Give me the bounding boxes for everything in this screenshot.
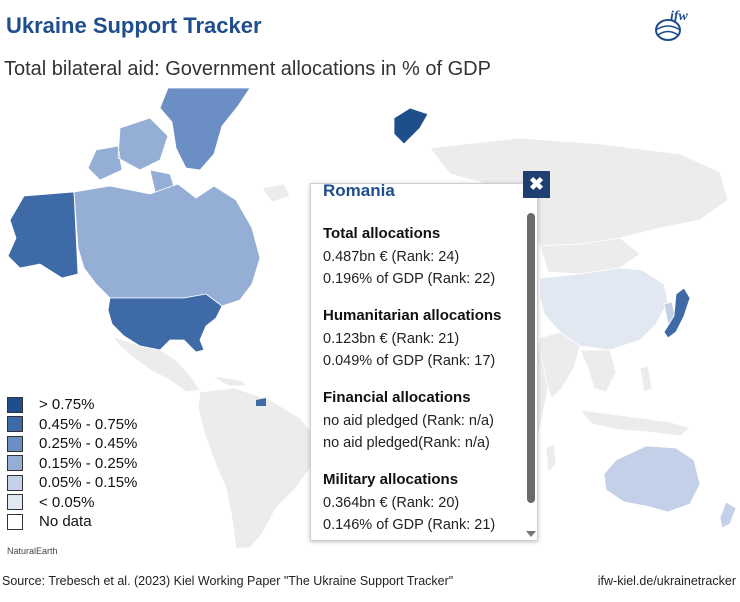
legend-item: 0.05% - 0.15% [7,473,137,493]
legend-label: 0.45% - 0.75% [39,415,138,433]
map-legend: > 0.75% 0.45% - 0.75% 0.25% - 0.45% 0.15… [7,395,137,532]
section-value: 0.364bn € (Rank: 20) [323,495,460,511]
country-new-zealand[interactable] [719,501,737,529]
world-map[interactable] [0,88,740,548]
country-usa[interactable] [107,293,223,353]
ifw-logo[interactable]: ifw [648,8,696,44]
country-svalbard[interactable] [393,107,429,145]
tooltip-section-financial: Financial allocations no aid pledged (Ra… [323,388,523,454]
country-iceland[interactable] [261,183,291,203]
country-japan[interactable] [663,287,691,339]
section-value: 0.049% of GDP (Rank: 17) [323,353,496,369]
legend-label: < 0.05% [39,493,95,511]
country-mexico[interactable] [110,335,201,393]
legend-swatch [7,455,23,472]
page-subtitle: Total bilateral aid: Government allocati… [4,58,491,80]
country-china[interactable] [539,267,669,351]
section-value: 0.487bn € (Rank: 24) [323,249,460,265]
section-value: 0.123bn € (Rank: 21) [323,331,460,347]
legend-swatch [7,396,23,413]
country-indonesia[interactable] [579,409,691,437]
country-se-asia[interactable] [579,349,617,393]
logo-text: ifw [670,9,689,24]
legend-label: 0.15% - 0.25% [39,454,138,472]
legend-item: 0.45% - 0.75% [7,415,137,435]
page-title: Ukraine Support Tracker [6,13,262,38]
tooltip-body: Total allocations 0.487bn € (Rank: 24) 0… [323,224,523,540]
country-puerto-rico-marker[interactable] [256,398,266,406]
legend-label: 0.25% - 0.45% [39,435,138,453]
legend-item: 0.15% - 0.25% [7,454,137,474]
section-heading: Military allocations [323,471,459,488]
legend-swatch [7,474,23,491]
section-heading: Total allocations [323,225,441,242]
country-caribbean[interactable] [211,375,250,387]
legend-item: < 0.05% [7,493,137,513]
country-alaska[interactable] [7,191,79,279]
section-value: no aid pledged (Rank: n/a) [323,413,494,429]
source-url[interactable]: ifw-kiel.de/ukrainetracker [597,574,736,588]
section-value: no aid pledged(Rank: n/a) [323,435,490,451]
country-australia[interactable] [603,445,701,513]
tooltip-country-name: Romania [323,183,395,200]
source-note: Source: Trebesch et al. (2023) Kiel Work… [2,574,454,588]
country-canada-islands[interactable] [87,117,177,197]
section-value: 0.196% of GDP (Rank: 22) [323,271,496,287]
close-button[interactable]: ✖ [523,171,550,198]
legend-item: 0.25% - 0.45% [7,434,137,454]
legend-label: > 0.75% [39,396,95,414]
map-attribution[interactable]: NaturalEarth [7,546,58,556]
legend-item: > 0.75% [7,395,137,415]
section-heading: Humanitarian allocations [323,307,502,324]
legend-swatch [7,435,23,452]
tooltip-section-total: Total allocations 0.487bn € (Rank: 24) 0… [323,224,523,290]
tooltip-scrollbar[interactable] [527,213,535,503]
legend-swatch [7,416,23,433]
country-tooltip: Romania Total allocations 0.487bn € (Ran… [310,183,538,541]
country-central-asia[interactable] [539,237,641,275]
country-philippines[interactable] [639,365,653,393]
country-canada[interactable] [73,183,261,307]
legend-swatch [7,513,23,530]
scroll-down-arrow-icon[interactable] [526,531,536,537]
section-value: 0.146% of GDP (Rank: 21) [323,517,496,533]
tooltip-section-military: Military allocations 0.364bn € (Rank: 20… [323,470,523,536]
legend-swatch [7,494,23,511]
legend-label: No data [39,513,92,531]
country-madagascar[interactable] [545,443,557,473]
section-heading: Financial allocations [323,389,471,406]
country-greenland[interactable] [159,88,251,171]
tooltip-section-humanitarian: Humanitarian allocations 0.123bn € (Rank… [323,306,523,372]
legend-label: 0.05% - 0.15% [39,474,138,492]
country-south-america[interactable] [197,387,317,548]
legend-item: No data [7,512,137,532]
